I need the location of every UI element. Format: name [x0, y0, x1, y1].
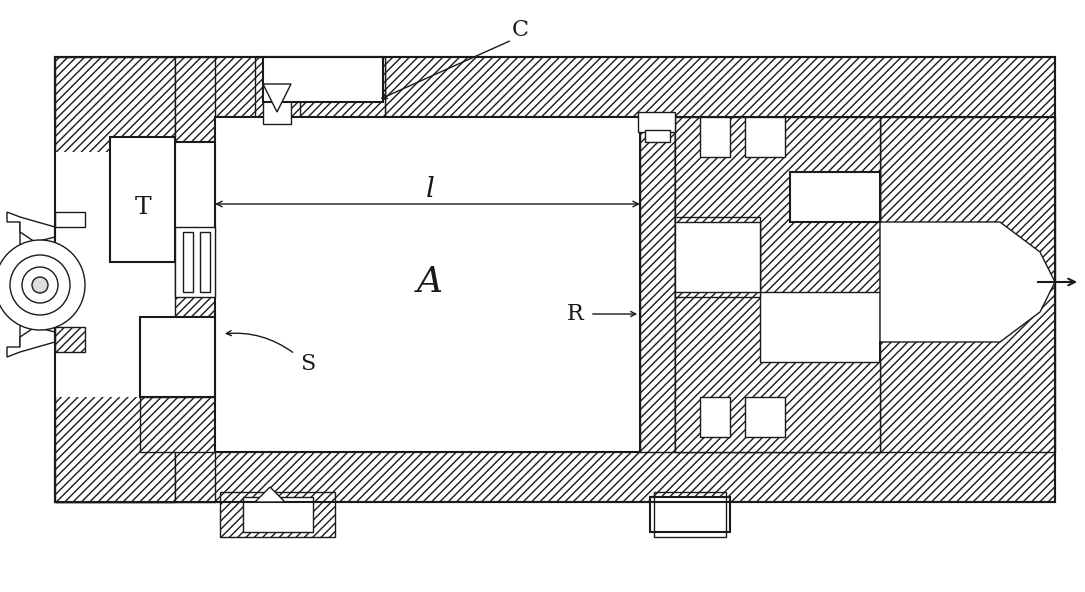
Polygon shape — [880, 222, 1055, 362]
Text: S: S — [301, 353, 316, 375]
Bar — [55, 57, 1055, 502]
Bar — [745, 117, 786, 157]
Circle shape — [31, 277, 48, 293]
Bar — [700, 397, 730, 437]
Polygon shape — [20, 222, 55, 347]
Bar — [675, 217, 760, 297]
Polygon shape — [675, 117, 880, 292]
Bar — [175, 227, 215, 297]
Bar — [200, 232, 210, 292]
Polygon shape — [7, 212, 55, 242]
Polygon shape — [675, 117, 880, 262]
Bar — [55, 212, 85, 227]
Polygon shape — [7, 327, 55, 357]
Bar — [745, 397, 786, 437]
Bar — [55, 352, 175, 502]
Bar — [790, 172, 880, 222]
Text: l: l — [425, 175, 434, 202]
Circle shape — [22, 267, 58, 303]
Bar — [675, 117, 880, 452]
Bar — [183, 232, 193, 292]
Bar — [220, 492, 335, 537]
Bar — [175, 142, 215, 232]
Bar — [263, 57, 383, 102]
Bar — [880, 117, 1055, 452]
Bar — [654, 492, 726, 537]
Circle shape — [10, 255, 71, 315]
Bar — [175, 162, 215, 292]
Polygon shape — [255, 487, 285, 502]
Bar — [55, 57, 175, 207]
Bar — [675, 117, 880, 452]
Polygon shape — [675, 292, 880, 452]
Text: A: A — [417, 265, 443, 299]
Bar — [255, 57, 385, 142]
Bar — [175, 57, 215, 502]
Bar — [243, 497, 312, 532]
Text: R: R — [566, 303, 584, 325]
Bar — [55, 57, 1055, 117]
Bar — [215, 117, 640, 452]
Polygon shape — [140, 397, 215, 452]
Bar — [55, 327, 85, 352]
Bar — [55, 57, 175, 502]
Polygon shape — [675, 117, 880, 262]
Bar — [140, 317, 215, 397]
Text: C: C — [511, 19, 528, 41]
Bar — [263, 67, 291, 124]
Bar — [650, 497, 730, 532]
Bar — [299, 57, 385, 137]
Bar — [55, 152, 175, 397]
Bar — [640, 117, 675, 452]
Text: T: T — [135, 195, 151, 218]
Bar — [644, 130, 671, 142]
Bar — [55, 452, 1055, 502]
Circle shape — [0, 240, 85, 330]
Polygon shape — [263, 84, 291, 112]
Bar — [110, 137, 175, 262]
Polygon shape — [675, 222, 760, 292]
Bar — [175, 232, 215, 422]
Bar — [638, 112, 675, 132]
Bar — [700, 117, 730, 157]
